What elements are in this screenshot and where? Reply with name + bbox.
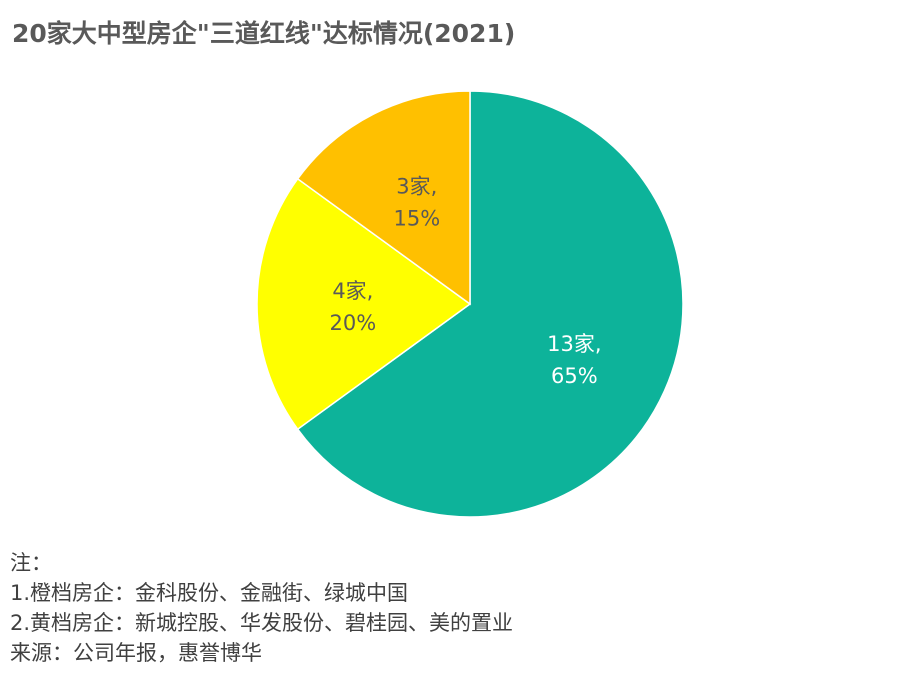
pie-chart: 13家, 65% 4家, 20% 3家, 15% <box>256 90 684 518</box>
slice-percent-teal: 65% <box>551 364 598 388</box>
slice-percent-orange: 15% <box>393 207 440 231</box>
slice-label-orange: 3家, <box>396 175 437 199</box>
notes: 注： 1.橙档房企：金科股份、金融街、绿城中国 2.黄档房企：新城控股、华发股份… <box>10 548 513 668</box>
pie-slice-orange <box>296 90 471 306</box>
pie-slice-teal <box>296 90 684 518</box>
notes-source: 来源：公司年报，惠誉博华 <box>10 641 262 665</box>
chart-title: 20家大中型房企"三道红线"达标情况(2021) <box>12 19 516 48</box>
slice-label-yellow: 4家, <box>332 279 373 303</box>
notes-line-2: 2.黄档房企：新城控股、华发股份、碧桂园、美的置业 <box>10 611 514 635</box>
slice-label-teal: 13家, <box>547 332 601 356</box>
slice-percent-yellow: 20% <box>330 311 377 335</box>
notes-line-1: 1.橙档房企：金科股份、金融街、绿城中国 <box>10 581 409 605</box>
pie-slice-yellow <box>256 177 472 431</box>
notes-heading: 注： <box>10 551 52 575</box>
